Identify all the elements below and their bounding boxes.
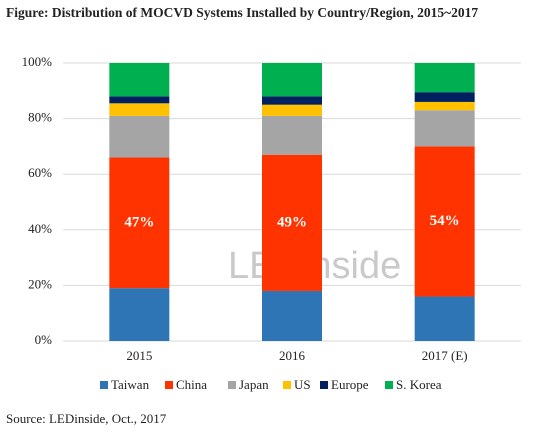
bar-segment <box>414 296 475 341</box>
bar-segment <box>109 103 170 116</box>
bar-segment <box>109 288 170 341</box>
y-tick-label: 100% <box>22 54 53 69</box>
y-tick-label: 60% <box>28 165 52 180</box>
legend-swatch <box>228 381 236 389</box>
x-tick-label: 2016 <box>279 348 306 363</box>
y-tick-label: 40% <box>28 221 52 236</box>
y-tick-label: 20% <box>28 276 52 291</box>
x-tick-label: 2017 (E) <box>422 348 468 363</box>
bar-segment <box>414 110 475 147</box>
bar-segment <box>262 290 322 341</box>
legend-label: Taiwan <box>111 377 150 392</box>
x-tick-label: 2015 <box>126 348 152 363</box>
legend-label: US <box>294 377 311 392</box>
y-tick-label: 0% <box>35 332 53 347</box>
bar-segment <box>262 115 322 155</box>
legend-swatch <box>165 381 173 389</box>
bar-segment <box>109 63 170 97</box>
bar-segment <box>414 101 475 111</box>
bar-segment <box>414 92 475 102</box>
bar-segment <box>109 115 170 158</box>
bar-segment <box>109 96 170 104</box>
bar-segment <box>109 157 170 289</box>
value-label: 54% <box>430 213 460 229</box>
legend-label: Japan <box>239 377 269 392</box>
bar-segment <box>414 63 475 93</box>
bar-segment <box>414 146 475 297</box>
legend-label: Europe <box>331 377 369 392</box>
bar-segment <box>262 96 322 105</box>
value-label: 47% <box>124 214 154 230</box>
legend-swatch <box>320 381 328 389</box>
bar-segment <box>262 63 322 97</box>
legend-label: S. Korea <box>396 377 442 392</box>
y-tick-label: 80% <box>28 110 52 125</box>
bar-segment <box>262 104 322 116</box>
legend-label: China <box>176 377 207 392</box>
value-label: 49% <box>277 214 307 230</box>
bar-segment <box>262 154 322 291</box>
legend-swatch <box>283 381 291 389</box>
legend-swatch <box>385 381 393 389</box>
legend-swatch <box>100 381 108 389</box>
chart-title: Figure: Distribution of MOCVD Systems In… <box>6 5 478 20</box>
source: Source: LEDinside, Oct., 2017 <box>6 411 167 426</box>
